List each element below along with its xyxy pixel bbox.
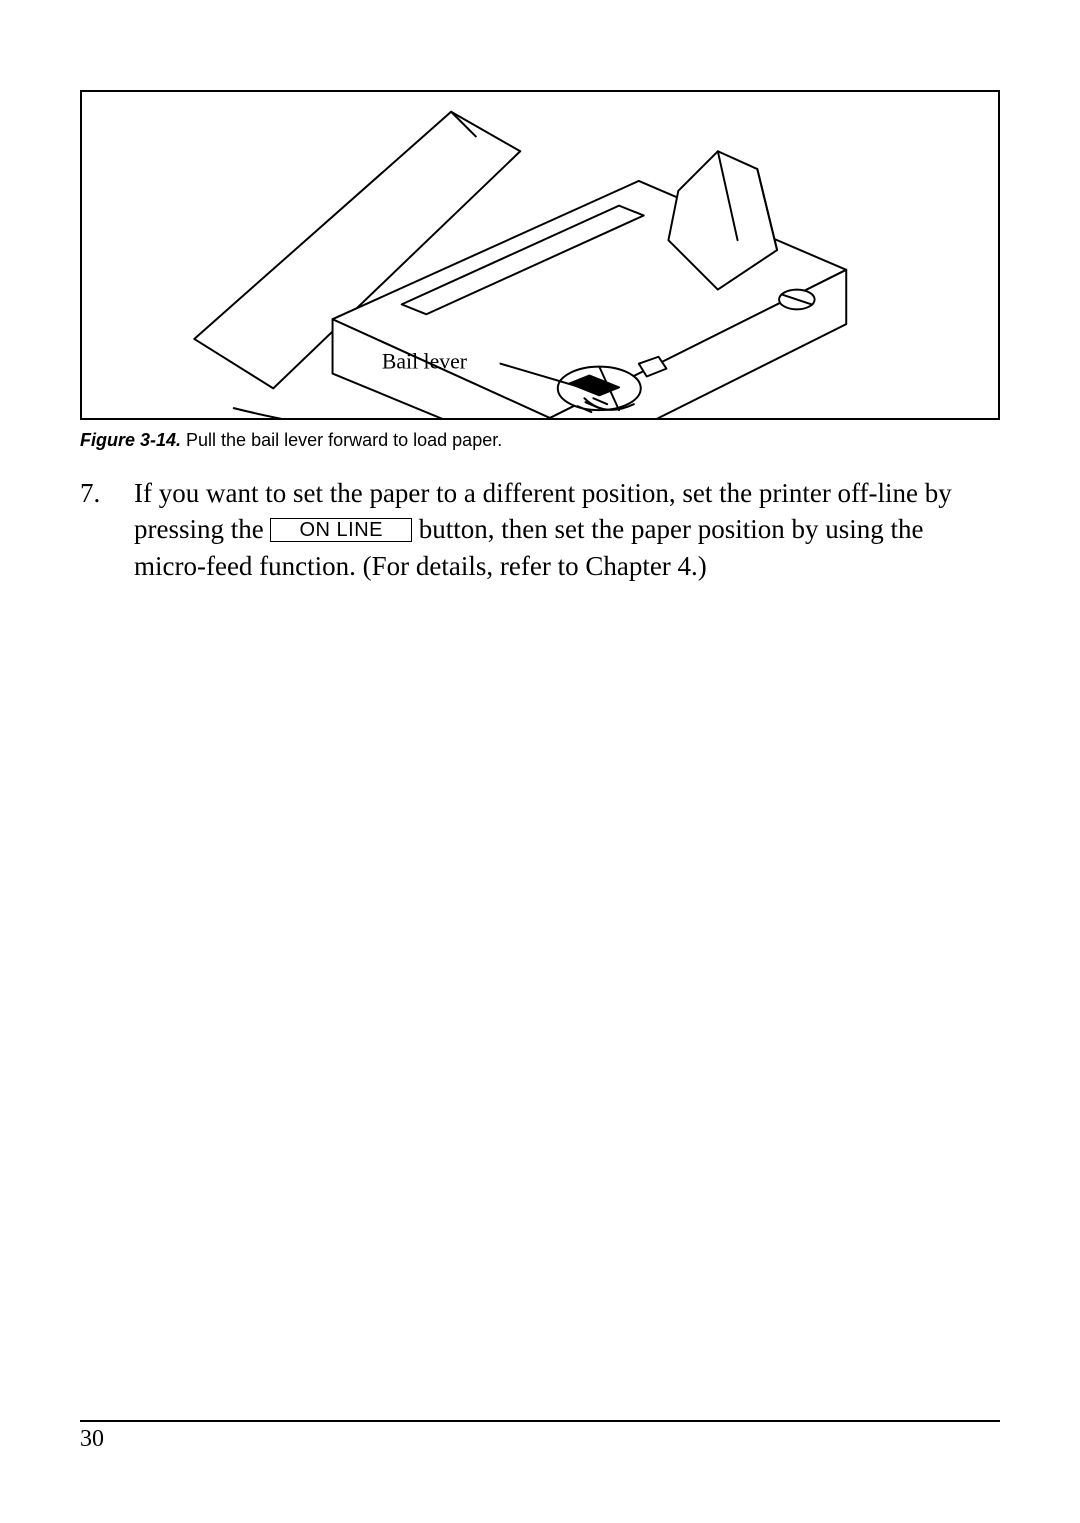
page-number: 30 [80, 1426, 104, 1452]
on-line-button-graphic: ON LINE [270, 518, 412, 542]
printer-illustration: Bail lever [82, 92, 998, 418]
manual-page: Bail lever Figure 3-14. Pull the bail le… [0, 0, 1080, 1523]
page-footer: 30 [80, 1420, 1000, 1453]
figure-caption-text: Pull the bail lever forward to load pape… [181, 430, 502, 450]
figure-number: Figure 3-14. [80, 430, 181, 450]
step-number: 7. [80, 475, 134, 584]
step-text: If you want to set the paper to a differ… [134, 475, 1000, 584]
step-7: 7. If you want to set the paper to a dif… [80, 475, 1000, 584]
figure-3-14-box: Bail lever [80, 90, 1000, 420]
bail-lever-label: Bail lever [382, 350, 468, 374]
figure-caption: Figure 3-14. Pull the bail lever forward… [80, 430, 1000, 451]
